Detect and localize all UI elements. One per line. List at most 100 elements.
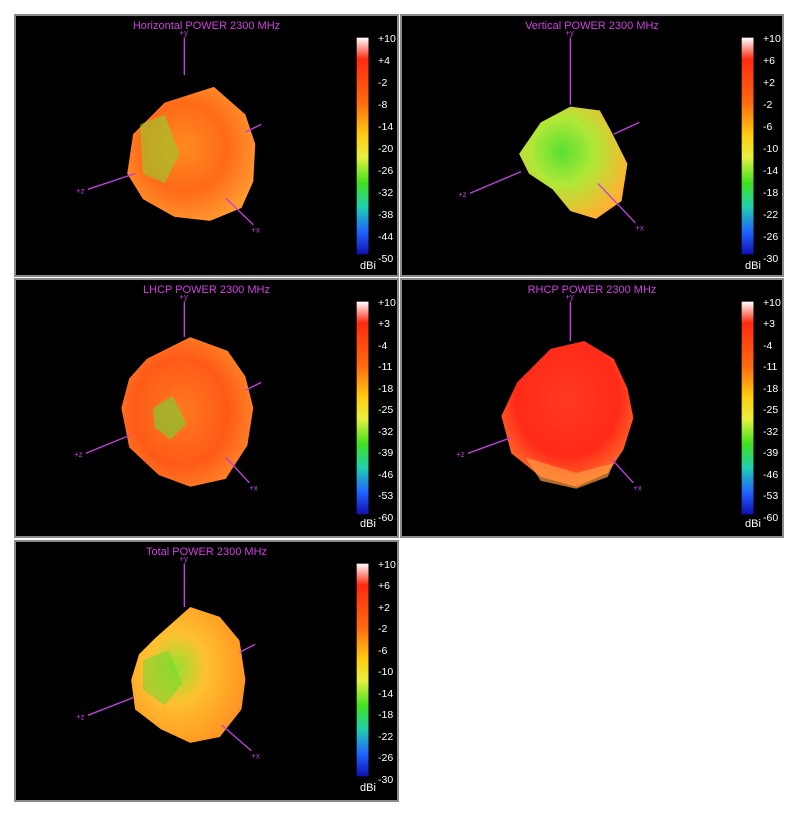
- tick-label: -30: [378, 774, 394, 786]
- tick-label: -11: [378, 361, 393, 373]
- tick-label: -32: [378, 426, 394, 438]
- z-axis-label: +z: [74, 450, 83, 459]
- z-axis-label: +z: [456, 450, 465, 459]
- tick-label: +10: [378, 297, 396, 309]
- tick-label: -38: [378, 209, 394, 221]
- tick-label: -10: [763, 143, 779, 155]
- pattern-plot: +y +z +x: [74, 293, 369, 515]
- tick-label: +10: [763, 297, 781, 309]
- radiation-pattern-surface: [501, 341, 634, 487]
- y-axis-label: +y: [179, 555, 188, 564]
- x-axis: [221, 724, 252, 752]
- tick-label: +4: [378, 55, 390, 67]
- radiation-pattern-surface: [121, 337, 254, 487]
- pattern-plot: +y +z +x: [76, 555, 369, 777]
- tick-label: +6: [378, 580, 390, 592]
- y-axis-label: +y: [179, 29, 188, 38]
- z-axis-label: +z: [76, 186, 85, 195]
- vertical-power-panel: +y +z +x Vertical POWER 2300 MHz +10 +6 …: [400, 14, 784, 277]
- colorbar-unit: dBi: [745, 260, 761, 272]
- tick-label: +6: [763, 55, 775, 67]
- tick-label: +2: [378, 602, 390, 614]
- colorbar: [356, 37, 369, 255]
- z-axis-label: +z: [76, 712, 85, 721]
- horizontal-power-panel: +y +z +x Horizontal POWER 2300 MHz +10 +…: [14, 14, 399, 277]
- pattern-plot: +y +z +x: [76, 29, 369, 255]
- chart-title: Total POWER 2300 MHz: [145, 546, 268, 558]
- z-axis: [467, 436, 512, 454]
- chart-title: Vertical POWER 2300 MHz: [525, 20, 659, 32]
- neg-x-axis: [245, 381, 262, 391]
- y-axis-label: +y: [565, 293, 574, 302]
- colorbar-unit: dBi: [745, 518, 761, 530]
- tick-label: -18: [763, 383, 779, 395]
- tick-label: -53: [378, 490, 394, 502]
- tick-label: -46: [763, 469, 779, 481]
- x-axis: [611, 458, 634, 484]
- tick-label: +3: [763, 318, 775, 330]
- chart-title: Horizontal POWER 2300 MHz: [132, 20, 281, 32]
- x-axis-label: +x: [249, 484, 258, 493]
- tick-label: -32: [378, 187, 394, 199]
- colorbar-unit: dBi: [360, 260, 376, 272]
- tick-label: -25: [763, 404, 779, 416]
- rhcp-power-panel: +y +z +x RHCP POWER 2300 MHz +10 +3 -4 -…: [400, 278, 784, 538]
- tick-label: -18: [378, 383, 394, 395]
- tick-label: -18: [378, 709, 394, 721]
- lhcp-power-panel: +y +z +x LHCP POWER 2300 MHz +10 +3 -4 -…: [14, 278, 399, 538]
- neg-x-axis: [613, 121, 640, 135]
- tick-label: -60: [763, 512, 779, 524]
- tick-label: -14: [378, 121, 394, 133]
- x-axis: [225, 456, 250, 484]
- tick-label: -30: [763, 253, 779, 265]
- tick-label: -18: [763, 187, 779, 199]
- total-power-panel: +y +z +x Total POWER 2300 MHz +10 +6 +2 …: [14, 540, 399, 802]
- neg-x-axis: [239, 643, 256, 653]
- tick-label: +3: [378, 318, 390, 330]
- pattern-highlight: [152, 396, 187, 440]
- tick-label: -4: [763, 340, 773, 352]
- tick-label: -44: [378, 231, 394, 243]
- y-axis-label: +y: [565, 29, 574, 38]
- pattern-plot: +y +z +x: [458, 29, 754, 255]
- colorbar: [741, 37, 754, 255]
- tick-label: -2: [763, 99, 773, 111]
- z-axis: [469, 170, 522, 194]
- neg-x-axis: [245, 123, 262, 133]
- colorbar: [741, 301, 754, 515]
- tick-label: -2: [378, 623, 388, 635]
- pattern-highlight: [140, 114, 180, 184]
- tick-label: -22: [763, 209, 779, 221]
- colorbar-unit: dBi: [360, 518, 376, 530]
- x-axis: [597, 182, 636, 224]
- z-axis: [87, 696, 134, 716]
- tick-label: -2: [378, 77, 388, 89]
- x-axis-label: +x: [633, 484, 642, 493]
- tick-label: -4: [378, 340, 388, 352]
- tick-label: -6: [378, 645, 388, 657]
- tick-label: -32: [763, 426, 779, 438]
- tick-label: -25: [378, 404, 394, 416]
- tick-label: -53: [763, 490, 779, 502]
- z-axis-label: +z: [458, 190, 467, 199]
- tick-label: -14: [763, 165, 779, 177]
- tick-label: -60: [378, 512, 394, 524]
- tick-label: -50: [378, 253, 394, 265]
- radiation-pattern-surface: [131, 606, 246, 743]
- chart-title: LHCP POWER 2300 MHz: [143, 284, 270, 296]
- colorbar: [356, 563, 369, 777]
- tick-label: -20: [378, 143, 394, 155]
- tick-label: -39: [763, 447, 779, 459]
- z-axis: [85, 434, 130, 454]
- x-axis-label: +x: [251, 752, 260, 761]
- tick-label: -26: [763, 231, 779, 243]
- tick-label: -22: [378, 731, 394, 743]
- tick-label: -26: [378, 752, 394, 764]
- tick-label: -6: [763, 121, 773, 133]
- tick-label: +2: [763, 77, 775, 89]
- tick-label: -10: [378, 666, 394, 678]
- colorbar-unit: dBi: [360, 782, 376, 794]
- tick-label: -46: [378, 469, 394, 481]
- tick-label: -39: [378, 447, 394, 459]
- x-axis: [225, 197, 254, 226]
